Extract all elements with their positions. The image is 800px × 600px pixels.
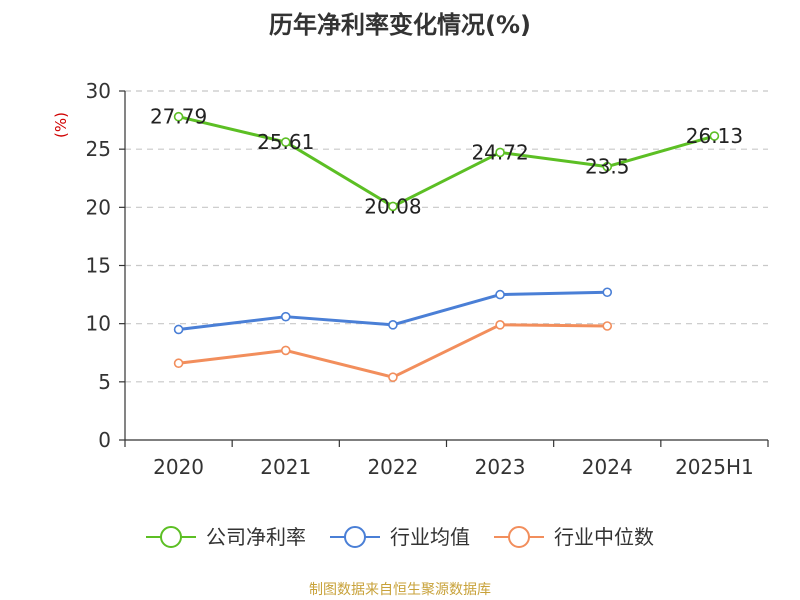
legend-item[interactable]: 行业均值 <box>330 525 470 549</box>
legend-label: 公司净利率 <box>206 525 306 549</box>
data-labels: 27.79 25.61 20.08 24.72 23.5 26.13 <box>150 105 743 219</box>
y-tick-label: 25 <box>86 137 111 161</box>
data-point <box>602 161 613 172</box>
data-point <box>388 320 398 330</box>
data-point <box>280 137 291 147</box>
chart-title: 历年净利率变化情况(%) <box>269 11 531 39</box>
x-tick-labels: 2020 2021 2022 2023 2024 2025H1 <box>153 455 754 479</box>
data-label: 27.79 <box>150 105 207 129</box>
data-point <box>602 287 613 298</box>
data-point <box>280 345 291 356</box>
series-line <box>178 115 715 208</box>
x-tick-label: 2025H1 <box>675 455 754 479</box>
data-label: 20.08 <box>364 194 421 218</box>
source-note: 制图数据来自恒生聚源数据库 <box>309 582 491 598</box>
data-point <box>495 320 505 330</box>
data-label: 23.5 <box>585 155 630 179</box>
y-axis-unit: (%) <box>52 112 70 138</box>
data-point <box>495 289 505 300</box>
data-point <box>709 131 720 141</box>
x-tick-label: 2022 <box>367 455 418 479</box>
y-tick-label: 15 <box>86 254 111 278</box>
data-point <box>495 147 505 158</box>
x-tick-label: 2024 <box>582 455 633 479</box>
data-point <box>388 201 398 212</box>
legend-item[interactable]: 公司净利率 <box>146 525 306 549</box>
data-point <box>388 372 398 382</box>
y-tick-label: 10 <box>86 312 111 336</box>
legend-marker <box>160 526 182 548</box>
data-point <box>173 111 184 122</box>
series-group <box>173 111 720 382</box>
data-point <box>173 324 184 335</box>
data-point <box>173 358 184 369</box>
data-point <box>602 321 613 331</box>
legend-item[interactable]: 行业中位数 <box>494 525 654 549</box>
axes <box>119 90 769 447</box>
data-point <box>280 311 291 322</box>
legend-label: 行业中位数 <box>554 525 654 549</box>
series-line <box>178 323 608 379</box>
legend[interactable]: 公司净利率 行业均值 行业中位数 <box>146 525 654 549</box>
legend-marker <box>344 526 366 548</box>
legend-label: 行业均值 <box>390 525 470 549</box>
x-tick-label: 2023 <box>475 455 526 479</box>
data-label: 24.72 <box>471 140 528 164</box>
gridlines <box>125 90 768 383</box>
y-tick-label: 20 <box>86 195 111 219</box>
x-tick-label: 2020 <box>153 455 204 479</box>
x-tick-label: 2021 <box>260 455 311 479</box>
y-tick-label: 30 <box>86 79 111 103</box>
y-tick-label: 0 <box>98 428 111 452</box>
y-tick-labels: 0 5 10 15 20 25 30 <box>86 79 111 452</box>
y-tick-label: 5 <box>98 370 111 394</box>
legend-marker <box>508 526 530 548</box>
data-label: 25.61 <box>257 130 314 154</box>
data-label: 26.13 <box>686 124 743 148</box>
